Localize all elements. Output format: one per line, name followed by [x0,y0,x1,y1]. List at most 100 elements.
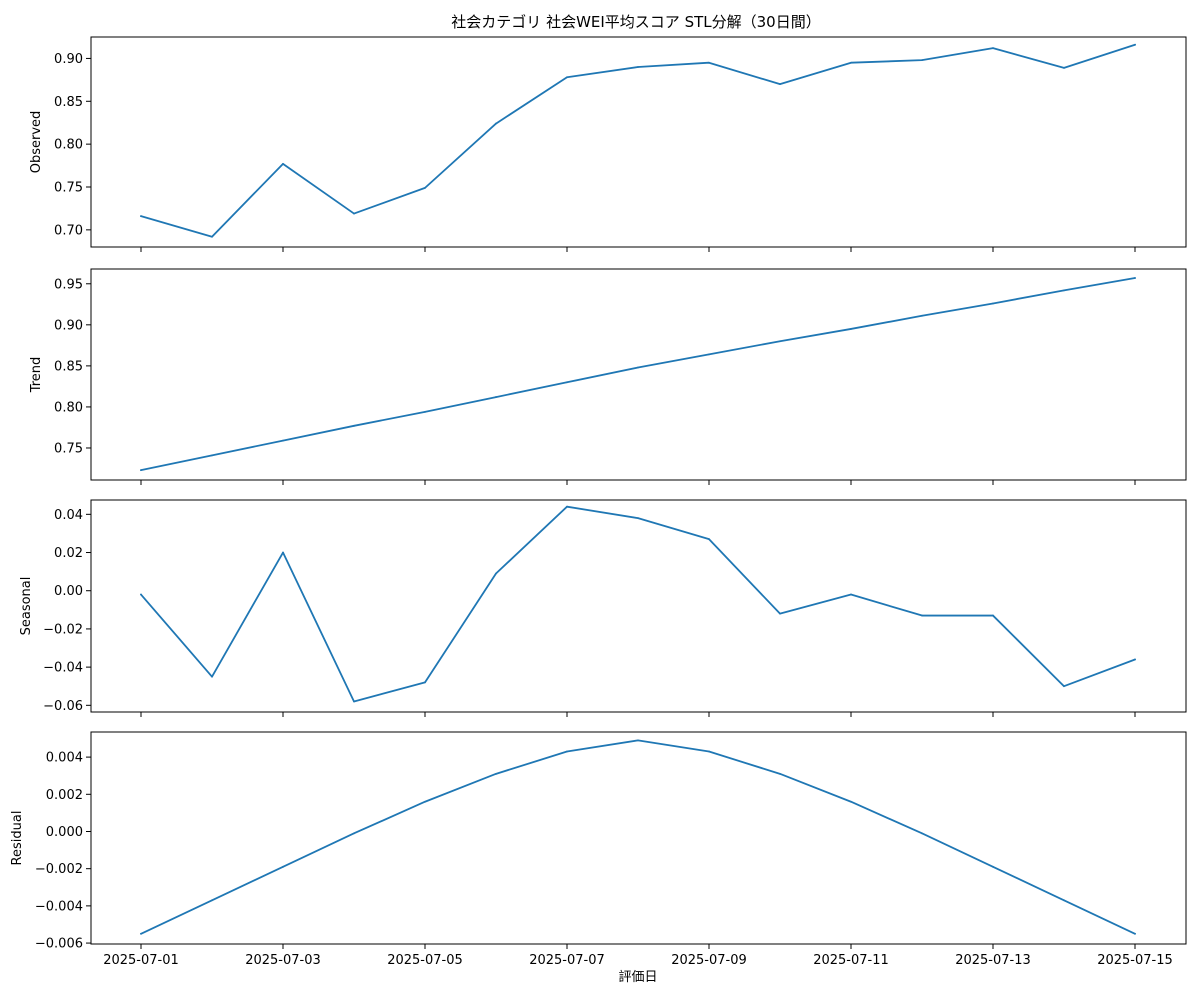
y-tick-label: −0.04 [43,661,83,676]
panel-frame [90,499,1187,713]
data-point [921,832,923,835]
data-point [992,47,994,50]
series-line-seasonal [140,505,1136,703]
data-point [566,750,568,753]
panel-seasonal: −0.06 −0.04 −0.02 0.00 0.02 0.04 Seasonal [19,499,1187,717]
y-axis-label: Observed [29,111,44,174]
series-line-trend [140,277,1136,472]
data-point [424,800,426,803]
data-point [566,381,568,384]
data-point [211,899,213,902]
data-point [850,61,852,64]
data-point [779,612,781,615]
data-point [637,517,639,520]
y-tick-label: 0.75 [54,181,83,196]
y-tick-label: −0.06 [43,699,83,714]
y-tick-label: 0.04 [54,508,83,523]
x-tick-label: 2025-07-13 [955,953,1031,968]
data-point [282,865,284,868]
y-axis-label: Residual [10,811,25,866]
y-tick-label: 0.80 [54,400,83,415]
y-tick-label: 0.00 [54,584,83,599]
panel-frame [90,268,1187,481]
data-point [850,328,852,330]
y-tick-label: 0.80 [54,138,83,153]
data-point [353,832,355,835]
data-point [424,681,426,684]
data-point [495,572,497,575]
y-tick-label: −0.006 [35,937,83,952]
data-point [495,122,497,125]
data-point [708,353,710,356]
y-tick-label: 0.75 [54,441,83,456]
panels: 0.70 0.75 0.80 0.85 0.90 Observed 0.75 0.80 0.85… [10,36,1187,968]
y-tick-label: 0.70 [54,223,83,238]
data-point [140,593,142,596]
chart-title: 社会カテゴリ 社会WEI平均スコア STL分解（30日間） [451,13,820,31]
data-point [708,750,710,753]
data-point [140,215,142,218]
data-point [921,59,923,62]
series-line-residual [140,739,1136,935]
data-point [1063,289,1065,292]
data-point [1063,899,1065,902]
y-tick-label: 0.90 [54,318,83,333]
data-point [1134,932,1136,935]
panel-frame [90,36,1187,248]
data-point [211,454,213,457]
data-point [282,551,284,554]
x-axis-label: 評価日 [618,970,657,985]
data-point [992,302,994,305]
data-point [1134,43,1136,46]
data-point [566,76,568,79]
data-point [992,865,994,868]
x-tick-label: 2025-07-11 [813,953,889,968]
data-point [566,505,568,508]
series-line-observed [140,43,1136,238]
data-point [992,614,994,617]
x-tick-label: 2025-07-05 [387,953,463,968]
data-point [708,538,710,541]
data-point [353,212,355,215]
y-tick-label: 0.95 [54,277,83,292]
panel-residual: −0.006 −0.004 −0.002 0.000 0.002 0.004 2025-07… [10,731,1187,968]
data-point [921,614,923,617]
data-point [140,469,142,472]
y-tick-label: −0.004 [35,899,83,914]
y-tick-label: 0.90 [54,52,83,67]
data-point [495,396,497,398]
data-point [850,593,852,596]
data-point [282,162,284,165]
panel-trend: 0.75 0.80 0.85 0.90 0.95 Trend [29,268,1187,485]
data-point [850,800,852,803]
y-tick-label: 0.002 [46,788,83,803]
data-point [921,314,923,317]
data-point [1134,277,1136,279]
y-axis-label: Seasonal [19,577,34,636]
data-point [779,340,781,343]
data-point [282,439,284,442]
data-point [779,83,781,86]
y-tick-label: −0.002 [35,862,83,877]
y-axis-label: Trend [29,357,44,394]
data-point [140,932,142,935]
x-tick-label: 2025-07-15 [1097,953,1173,968]
data-point [1063,685,1065,688]
data-point [637,66,639,68]
data-point [424,186,426,189]
data-point [353,700,355,703]
x-tick-label: 2025-07-01 [103,953,179,968]
data-point [211,675,213,678]
x-tick-label: 2025-07-07 [529,953,605,968]
y-tick-label: 0.85 [54,95,83,110]
data-point [211,235,213,238]
y-tick-label: 0.85 [54,359,83,374]
data-point [637,739,639,742]
data-point [708,61,710,64]
data-point [353,424,355,427]
panel-frame [90,731,1187,945]
data-point [637,366,639,369]
y-tick-label: 0.004 [46,751,83,766]
y-tick-label: 0.000 [46,825,83,840]
